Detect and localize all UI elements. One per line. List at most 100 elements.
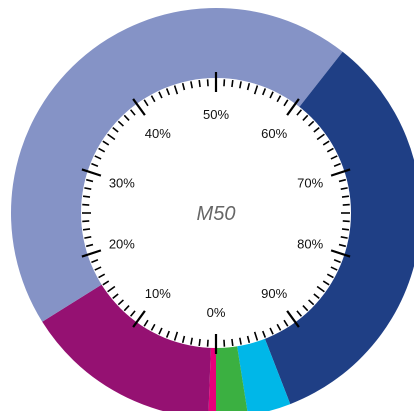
dial-tick <box>286 98 300 116</box>
dial-tick-label: 0% <box>207 305 226 320</box>
dial-tick <box>308 299 315 306</box>
dial-tick <box>198 79 201 88</box>
dial-tick <box>253 85 259 95</box>
dial-tick <box>173 331 179 341</box>
dial-tick <box>316 285 325 293</box>
dial-tick <box>190 337 193 345</box>
dial-tick <box>173 85 179 95</box>
dial-tick <box>132 310 146 328</box>
dial-tick <box>143 99 149 107</box>
dial-tick <box>112 126 119 133</box>
dial-tick <box>283 319 289 327</box>
dial-tick <box>181 83 186 91</box>
dial-tick <box>246 335 251 343</box>
dial-tick <box>333 259 341 264</box>
dial-tick <box>82 228 91 231</box>
dial-tick-label: 70% <box>297 175 323 190</box>
dial-tick-label: 50% <box>203 107 229 122</box>
dial-tick <box>330 266 338 271</box>
dial-ticks <box>81 72 351 354</box>
dial-tick <box>98 147 106 153</box>
dial-tick <box>84 236 92 239</box>
dial-tick <box>198 338 201 347</box>
dial-tick <box>231 338 234 347</box>
dial-tick <box>239 81 242 89</box>
dial-tick <box>150 95 156 103</box>
dial-tick <box>313 126 320 133</box>
dial-tick <box>330 168 351 177</box>
dial-tick <box>333 162 341 167</box>
dial-tick <box>94 155 102 160</box>
dial-tick <box>102 140 110 146</box>
dial-tick <box>341 195 350 198</box>
dial-tick <box>313 293 320 300</box>
dial-tick <box>158 91 163 99</box>
dial-tick <box>117 299 124 306</box>
dial-tick-label: 90% <box>261 286 287 301</box>
dial-tick <box>98 273 106 279</box>
dial-tick <box>165 330 170 338</box>
dial-tick-label: 40% <box>145 126 171 141</box>
dial-tick <box>112 293 119 300</box>
dial-tick <box>165 88 170 96</box>
dial-tick <box>276 323 282 331</box>
dial-tick <box>129 310 136 317</box>
dial-tick <box>302 305 309 312</box>
dial-tick <box>143 319 149 327</box>
dial-tick <box>322 280 330 286</box>
dial-tick <box>86 178 94 183</box>
dial-tick-label: 80% <box>297 237 323 252</box>
dial-tick <box>338 243 346 248</box>
dial-tick <box>326 147 334 153</box>
dial-tick <box>246 83 251 91</box>
dial-tick <box>107 285 116 293</box>
dial-tick <box>107 133 116 141</box>
dial-tick <box>316 133 325 141</box>
dial-tick <box>322 140 330 146</box>
dial-tick <box>94 266 102 271</box>
dial-tick <box>296 310 303 317</box>
dial-tick-label: 10% <box>145 286 171 301</box>
dial-tick <box>158 327 163 335</box>
dial-tick <box>129 109 136 116</box>
dial-tick <box>276 95 282 103</box>
center-label: M50 <box>197 203 236 225</box>
dial-tick-label: 30% <box>109 175 135 190</box>
dial-tick <box>123 305 130 312</box>
dial-tick <box>132 98 146 116</box>
dial-tick <box>341 228 350 231</box>
dial-tick-label: 20% <box>109 237 135 252</box>
dial-tick <box>91 259 99 264</box>
dial-tick <box>262 330 267 338</box>
dial-tick <box>269 91 274 99</box>
dial-tick <box>326 273 334 279</box>
dial-tick <box>190 81 193 89</box>
dial-tick <box>269 327 274 335</box>
dial-tick <box>239 337 242 345</box>
dial-tick <box>253 331 259 341</box>
dial-tick <box>91 162 99 167</box>
dial-tick <box>308 120 315 127</box>
dial-tick <box>340 187 348 190</box>
dial-tick <box>82 195 91 198</box>
dial-tick-label: 60% <box>261 126 287 141</box>
dial-tick <box>86 243 94 248</box>
dial-tick <box>262 88 267 96</box>
dial-tick <box>302 114 309 121</box>
dial-tick <box>286 310 300 328</box>
dial-tick-labels: 0% 10% 20% 30% 40% 50% 60% 70% 80% 90% <box>109 107 324 320</box>
dial-face <box>81 78 351 348</box>
dial-tick <box>330 155 338 160</box>
dial-tick <box>340 236 348 239</box>
dial-tick <box>81 249 102 258</box>
dial-tick <box>330 249 351 258</box>
dial-tick <box>296 109 303 116</box>
dial-tick <box>117 120 124 127</box>
dial-tick <box>181 335 186 343</box>
dial-tick <box>123 114 130 121</box>
dial-tick <box>338 178 346 183</box>
dial-tick <box>81 168 102 177</box>
dial-tick <box>102 280 110 286</box>
